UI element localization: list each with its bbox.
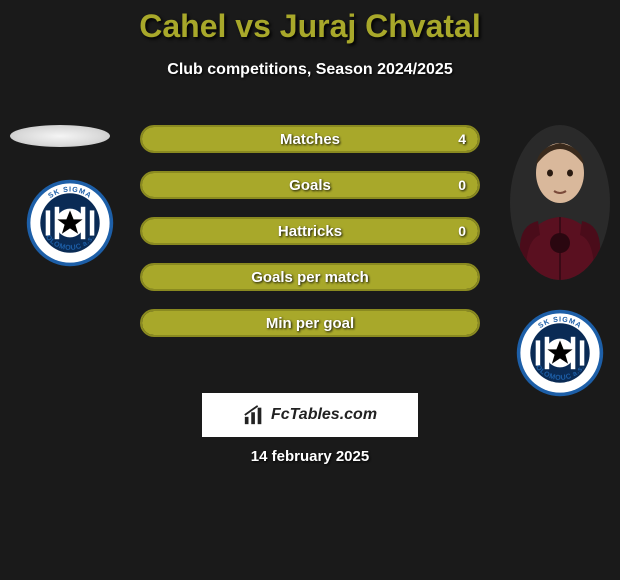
page-title: Cahel vs Juraj Chvatal (0, 0, 620, 45)
bar-row: Goals0 (140, 171, 480, 199)
bar-label: Min per goal (142, 311, 478, 335)
bar-label: Hattricks (142, 219, 478, 243)
subtitle: Club competitions, Season 2024/2025 (0, 61, 620, 79)
bar-row: Hattricks0 (140, 217, 480, 245)
bar-row: Goals per match (140, 263, 480, 291)
player-left-avatar (10, 125, 110, 147)
club-badge-left: SK SIGMA OLOMOUC a.s. (25, 178, 115, 268)
player-silhouette-icon (510, 125, 610, 280)
player-right-name: Juraj Chvatal (280, 8, 481, 44)
club-crest-icon: SK SIGMA OLOMOUC a.s. (25, 178, 115, 268)
club-crest-icon: SK SIGMA OLOMOUC a.s. (515, 308, 605, 398)
vs-text: vs (235, 8, 271, 44)
chart-icon (243, 404, 265, 426)
bar-value-right: 0 (458, 219, 466, 243)
branding-label: FcTables.com (271, 406, 377, 424)
bar-row: Matches4 (140, 125, 480, 153)
bar-row: Min per goal (140, 309, 480, 337)
club-badge-right: SK SIGMA OLOMOUC a.s. (515, 308, 605, 398)
bar-label: Goals per match (142, 265, 478, 289)
date-label: 14 february 2025 (0, 448, 620, 465)
player-left-name: Cahel (139, 8, 226, 44)
bar-value-right: 4 (458, 127, 466, 151)
bar-label: Matches (142, 127, 478, 151)
bar-label: Goals (142, 173, 478, 197)
player-right-avatar (510, 125, 610, 280)
comparison-bars: Matches4Goals0Hattricks0Goals per matchM… (140, 125, 480, 355)
branding-box: FcTables.com (202, 393, 418, 437)
bar-value-right: 0 (458, 173, 466, 197)
